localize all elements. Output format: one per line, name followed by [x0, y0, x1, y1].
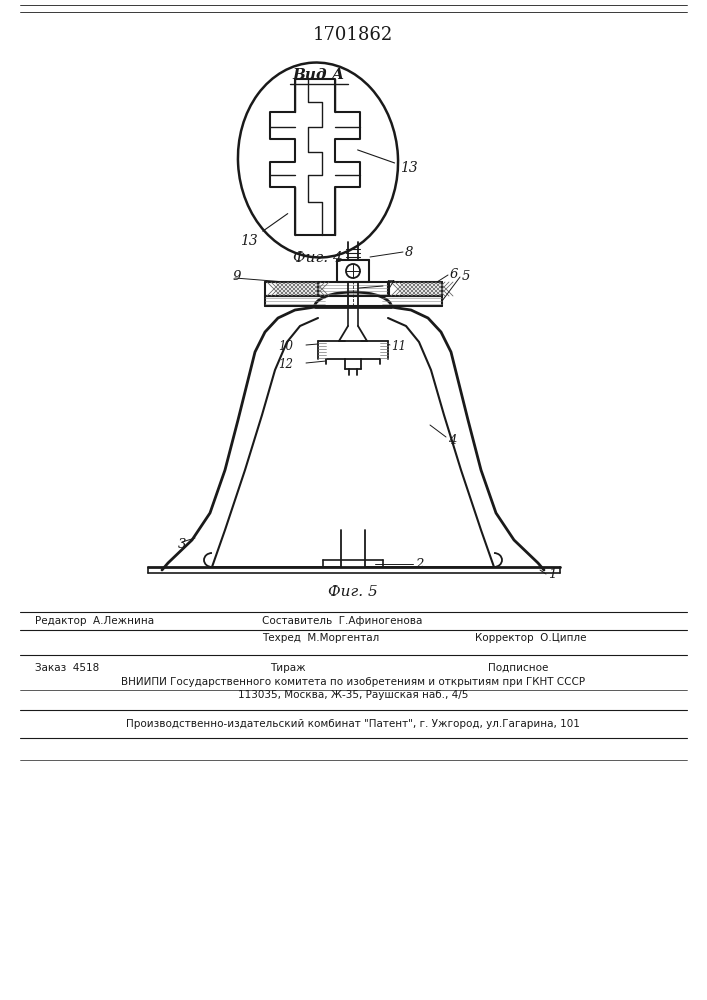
Text: 11: 11: [391, 340, 406, 353]
Text: 7: 7: [385, 279, 393, 292]
Text: 2: 2: [415, 558, 423, 570]
Text: 10: 10: [278, 340, 293, 353]
Text: Производственно-издательский комбинат "Патент", г. Ужгород, ул.Гагарина, 101: Производственно-издательский комбинат "П…: [126, 719, 580, 729]
Text: Тираж: Тираж: [270, 663, 305, 673]
Text: 3: 3: [178, 538, 187, 552]
Text: Техред  М.Моргентал: Техред М.Моргентал: [262, 633, 379, 643]
Text: 113035, Москва, Ж-35, Раушская наб., 4/5: 113035, Москва, Ж-35, Раушская наб., 4/5: [238, 690, 468, 700]
Text: Редактор  А.Лежнина: Редактор А.Лежнина: [35, 616, 154, 626]
Text: 13: 13: [240, 214, 288, 248]
Text: 13: 13: [358, 150, 418, 175]
Text: 6: 6: [450, 267, 458, 280]
Text: Подписное: Подписное: [488, 663, 549, 673]
Text: 9: 9: [233, 270, 241, 284]
Text: Корректор  О.Ципле: Корректор О.Ципле: [475, 633, 587, 643]
Text: 12: 12: [278, 358, 293, 370]
Text: 4: 4: [448, 434, 457, 446]
Text: 1: 1: [548, 568, 556, 582]
Text: 8: 8: [405, 245, 414, 258]
Text: Составитель  Г.Афиногенова: Составитель Г.Афиногенова: [262, 616, 422, 626]
Text: Фиг. 4: Фиг. 4: [293, 251, 343, 265]
Text: 1701862: 1701862: [313, 26, 393, 44]
Text: Вид А: Вид А: [292, 68, 344, 82]
Text: Фиг. 5: Фиг. 5: [328, 585, 378, 599]
Text: 5: 5: [462, 269, 470, 282]
Text: Заказ  4518: Заказ 4518: [35, 663, 99, 673]
Text: ВНИИПИ Государственного комитета по изобретениям и открытиям при ГКНТ СССР: ВНИИПИ Государственного комитета по изоб…: [121, 677, 585, 687]
